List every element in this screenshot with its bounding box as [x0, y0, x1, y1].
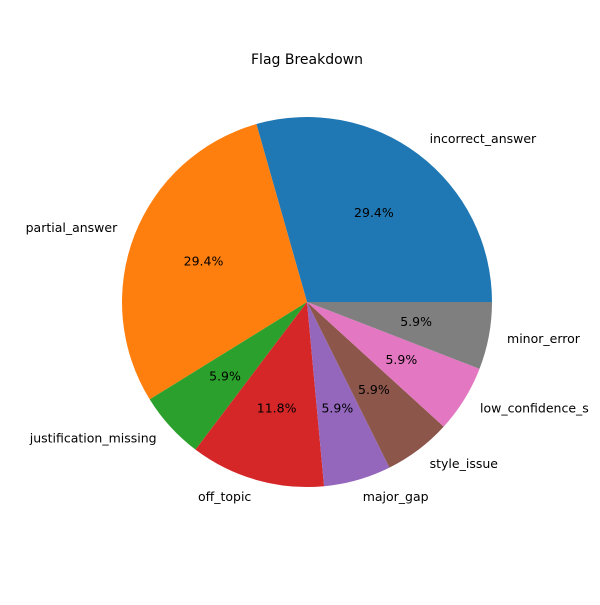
slice-label-partial-answer: partial_answer: [26, 220, 118, 235]
slice-percent-incorrect-answer: 29.4%: [354, 205, 394, 220]
pie-slices: [121, 117, 492, 487]
slice-percent-off-topic: 11.8%: [257, 400, 297, 415]
pie-slice-minor-error: [307, 302, 492, 369]
slice-label-justification-missing: justification_missing: [29, 431, 157, 446]
pie-labels: incorrect_answer 29.4% partial_answer 29.4%…: [26, 131, 589, 504]
pie-slice-incorrect-answer: [256, 117, 492, 303]
pie-slice-major-gap: [307, 302, 390, 487]
slice-label-minor-error: minor_error: [507, 331, 581, 346]
slice-percent-minor-error: 5.9%: [400, 314, 432, 329]
chart-title: Flag Breakdown: [251, 52, 363, 68]
pie-slice-off-topic: [195, 302, 325, 487]
slice-label-major-gap: major_gap: [363, 489, 429, 504]
slice-label-off-topic: off_topic: [198, 489, 251, 504]
slice-percent-style-issue: 5.9%: [358, 382, 390, 397]
slice-percent-justification-missing: 5.9%: [209, 368, 241, 383]
slice-percent-major-gap: 5.9%: [321, 400, 353, 415]
slice-label-incorrect-answer: incorrect_answer: [430, 131, 537, 146]
pie-slice-justification-missing: [149, 302, 307, 450]
slice-label-style-issue: style_issue: [430, 456, 499, 471]
slice-label-low-confidence-s: low_confidence_s: [480, 401, 589, 416]
slice-percent-partial-answer: 29.4%: [184, 253, 224, 268]
slice-percent-low-confidence-s: 5.9%: [385, 352, 417, 367]
pie-slice-partial-answer: [121, 124, 308, 400]
pie-slice-style-issue: [307, 302, 444, 468]
pie-slice-low-confidence-s: [307, 302, 480, 427]
